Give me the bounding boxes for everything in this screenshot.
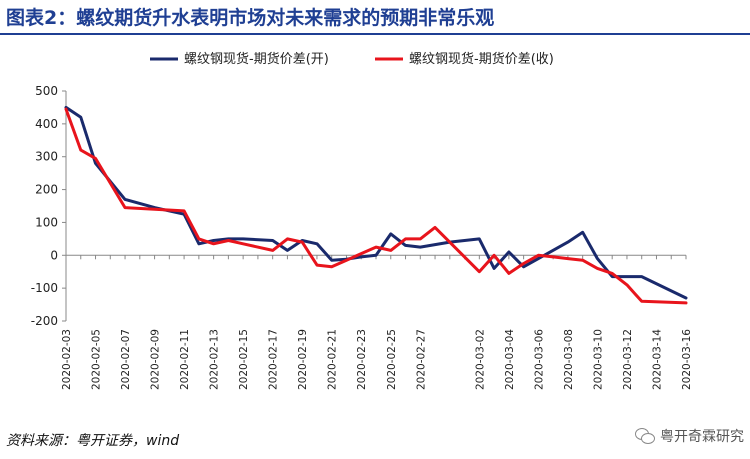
watermark-text: 粤开奇霖研究 [660, 429, 744, 445]
x-tick-label: 2020-02-09 [150, 329, 162, 390]
x-tick-label: 2020-03-14 [651, 329, 663, 390]
title-underline [0, 33, 750, 35]
x-tick-label: 2020-02-15 [238, 329, 250, 390]
watermark: 粤开奇霖研究 [635, 426, 744, 446]
x-tick-label: 2020-03-08 [563, 329, 575, 390]
x-tick-label: 2020-02-13 [209, 329, 221, 390]
x-tick-label: 2020-03-02 [474, 329, 486, 390]
y-tick-label: 100 [35, 215, 58, 229]
y-tick-label: -200 [31, 314, 58, 328]
series-line-2 [64, 107, 688, 305]
legend-label-2: 螺纹钢现货-期货价差(收) [409, 51, 554, 67]
wechat-icon [635, 428, 655, 444]
x-tick-label: 2020-03-04 [504, 329, 516, 390]
chart-title: 图表2：螺纹期货升水表明市场对未来需求的预期非常乐观 [6, 7, 495, 29]
series-line-1 [64, 105, 688, 300]
y-tick-label: 0 [50, 248, 58, 262]
x-tick-label: 2020-02-11 [179, 329, 191, 390]
y-tick-label: 400 [35, 117, 58, 131]
x-tick-label: 2020-02-23 [356, 329, 368, 390]
x-tick-label: 2020-02-17 [268, 329, 280, 390]
x-tick-label: 2020-02-07 [120, 329, 132, 390]
x-tick-label: 2020-02-25 [386, 329, 398, 390]
y-tick-label: 300 [35, 150, 58, 164]
x-tick-label: 2020-02-27 [415, 329, 427, 390]
line-chart: -200 -100 0 100 200 300 400 500 2020-02-03 2020-0… [31, 51, 693, 390]
x-tick-label: 2020-03-06 [533, 329, 545, 390]
x-tick-label: 2020-03-12 [622, 329, 634, 390]
y-tick-label: 500 [35, 84, 58, 98]
x-tick-label: 2020-03-10 [592, 329, 604, 390]
x-tick-label: 2020-02-05 [91, 329, 103, 390]
x-tick-label: 2020-02-03 [61, 329, 73, 390]
source-note: 资料来源：粤开证券，wind [6, 433, 180, 449]
x-tick-label: 2020-03-16 [681, 329, 693, 390]
x-tick-label: 2020-02-19 [297, 329, 309, 390]
y-tick-label: 200 [35, 183, 58, 197]
legend-label-1: 螺纹钢现货-期货价差(开) [184, 51, 329, 67]
y-tick-label: -100 [31, 281, 58, 295]
x-tick-label: 2020-02-21 [327, 329, 339, 390]
